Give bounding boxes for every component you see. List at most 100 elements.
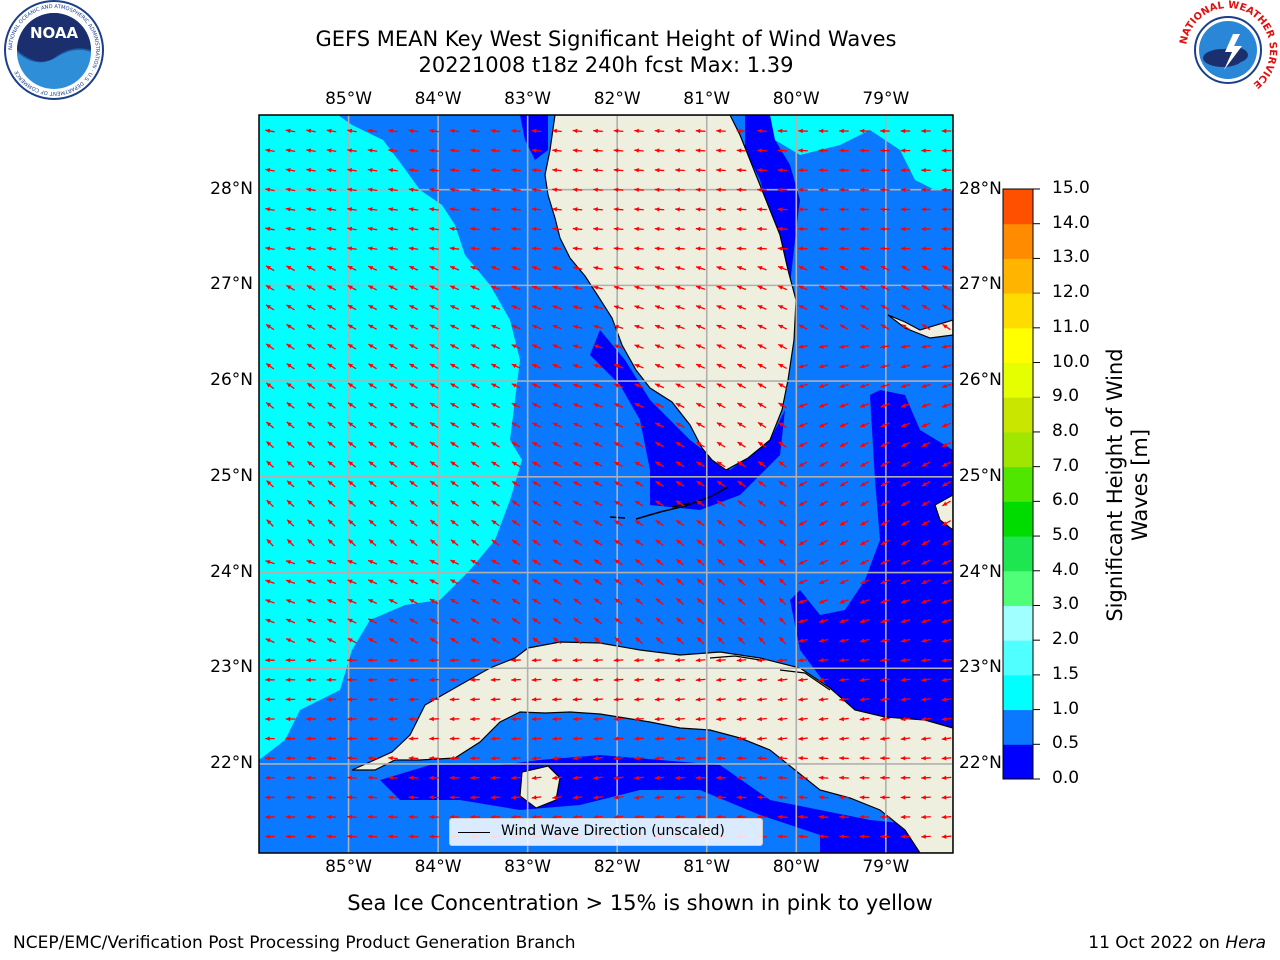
- wave-direction-arrow: [941, 148, 952, 153]
- wave-direction-arrow: [511, 246, 521, 251]
- wave-direction-arrow: [347, 480, 357, 488]
- wave-direction-arrow: [818, 638, 829, 643]
- wave-direction-arrow: [880, 736, 890, 741]
- wave-direction-arrow: [634, 795, 644, 800]
- wave-direction-arrow: [941, 814, 952, 820]
- wave-direction-arrow: [737, 636, 746, 645]
- wave-direction-arrow: [654, 697, 665, 702]
- wave-direction-arrow: [552, 756, 562, 761]
- wave-direction-arrow: [921, 265, 931, 272]
- wave-direction-arrow: [347, 363, 357, 370]
- wave-direction-arrow: [777, 736, 788, 741]
- wave-direction-arrow: [286, 362, 295, 370]
- wave-direction-arrow: [449, 246, 460, 251]
- lat-label-left-5: 23°N: [210, 657, 253, 678]
- wave-direction-arrow: [818, 246, 829, 251]
- wave-direction-arrow: [347, 677, 357, 683]
- wave-direction-arrow: [859, 226, 870, 232]
- wave-direction-arrow: [900, 638, 911, 643]
- wave-direction-arrow: [758, 617, 766, 625]
- wave-direction-arrow: [777, 716, 788, 722]
- wave-direction-arrow: [634, 677, 644, 683]
- wave-direction-arrow: [368, 460, 377, 468]
- wave-direction-arrow: [675, 167, 685, 173]
- wave-direction-arrow: [880, 480, 890, 487]
- lon-label-bottom-6: 79°W: [862, 857, 910, 877]
- wave-direction-arrow: [716, 148, 726, 153]
- wave-direction-arrow: [901, 323, 910, 331]
- wave-direction-arrow: [900, 834, 911, 839]
- wave-direction-arrow: [757, 677, 767, 683]
- wave-direction-arrow: [880, 755, 890, 761]
- wave-direction-arrow: [818, 422, 829, 428]
- wave-direction-arrow: [449, 343, 460, 350]
- wave-direction-arrow: [654, 324, 665, 330]
- wave-direction-arrow: [942, 323, 951, 331]
- wave-direction-arrow: [511, 441, 521, 448]
- wave-direction-arrow: [490, 775, 501, 781]
- wave-direction-arrow: [716, 500, 726, 507]
- wave-direction-arrow: [286, 460, 295, 468]
- wave-direction-arrow: [531, 756, 542, 761]
- lat-label-left-0: 28°N: [210, 178, 253, 199]
- wave-direction-arrow: [491, 559, 500, 566]
- wave-direction-arrow: [757, 499, 767, 507]
- wave-direction-arrow: [634, 461, 644, 468]
- wave-direction-arrow: [490, 285, 501, 291]
- wave-direction-arrow: [285, 677, 296, 683]
- wave-direction-arrow: [860, 539, 869, 546]
- wave-direction-arrow: [880, 226, 890, 232]
- colorbar-segment-13: [1003, 293, 1033, 329]
- wave-direction-arrow: [449, 363, 460, 369]
- colorbar-tick-label-9: 7.0: [1052, 455, 1080, 476]
- wave-direction-arrow: [490, 716, 501, 722]
- wave-direction-arrow: [921, 461, 931, 468]
- wave-direction-arrow: [695, 324, 706, 330]
- wave-direction-arrow: [470, 480, 480, 488]
- wave-direction-arrow: [716, 383, 726, 389]
- wave-direction-arrow: [757, 480, 767, 488]
- wave-direction-arrow: [839, 364, 849, 369]
- wave-direction-arrow: [736, 697, 747, 702]
- wave-direction-arrow: [572, 383, 583, 389]
- wave-direction-arrow: [511, 226, 521, 232]
- wave-direction-arrow: [634, 285, 644, 290]
- colorbar: [1003, 188, 1040, 780]
- wave-direction-arrow: [491, 461, 500, 468]
- lon-label-top-6: 79°W: [862, 89, 910, 109]
- wave-direction-arrow: [634, 266, 644, 271]
- wave-direction-arrow: [839, 579, 849, 585]
- wave-direction-arrow: [470, 736, 480, 741]
- wave-direction-arrow: [449, 559, 460, 565]
- wave-direction-arrow: [531, 363, 542, 369]
- wave-direction-arrow: [490, 363, 501, 369]
- wave-direction-arrow: [265, 304, 275, 311]
- wave-direction-arrow: [347, 736, 357, 741]
- wave-direction-arrow: [737, 519, 746, 527]
- wave-direction-arrow: [572, 658, 583, 663]
- wave-direction-arrow: [573, 559, 582, 566]
- wave-direction-arrow: [613, 383, 624, 389]
- wave-direction-arrow: [757, 775, 767, 780]
- wave-direction-arrow: [348, 538, 356, 547]
- wave-direction-arrow: [942, 284, 951, 291]
- wave-direction-arrow: [921, 500, 931, 507]
- wave-direction-arrow: [880, 618, 890, 624]
- wave-direction-arrow: [716, 755, 726, 761]
- wave-contour-low-florida: [590, 330, 785, 510]
- wave-direction-arrow: [634, 128, 644, 134]
- wave-direction-arrow: [409, 499, 418, 507]
- wave-direction-arrow: [880, 284, 890, 291]
- wave-direction-arrow: [818, 167, 829, 173]
- wave-direction-arrow: [798, 403, 808, 408]
- wave-direction-arrow: [388, 285, 398, 291]
- wave-direction-arrow: [470, 128, 480, 134]
- colorbar-segment-3: [1003, 640, 1033, 676]
- wave-direction-arrow: [552, 736, 562, 741]
- wave-direction-arrow: [860, 324, 869, 330]
- wave-direction-arrow: [593, 187, 603, 192]
- wave-direction-arrow: [757, 402, 767, 409]
- wave-direction-arrow: [326, 775, 337, 780]
- wave-direction-arrow: [859, 677, 870, 683]
- wave-direction-arrow: [921, 775, 931, 781]
